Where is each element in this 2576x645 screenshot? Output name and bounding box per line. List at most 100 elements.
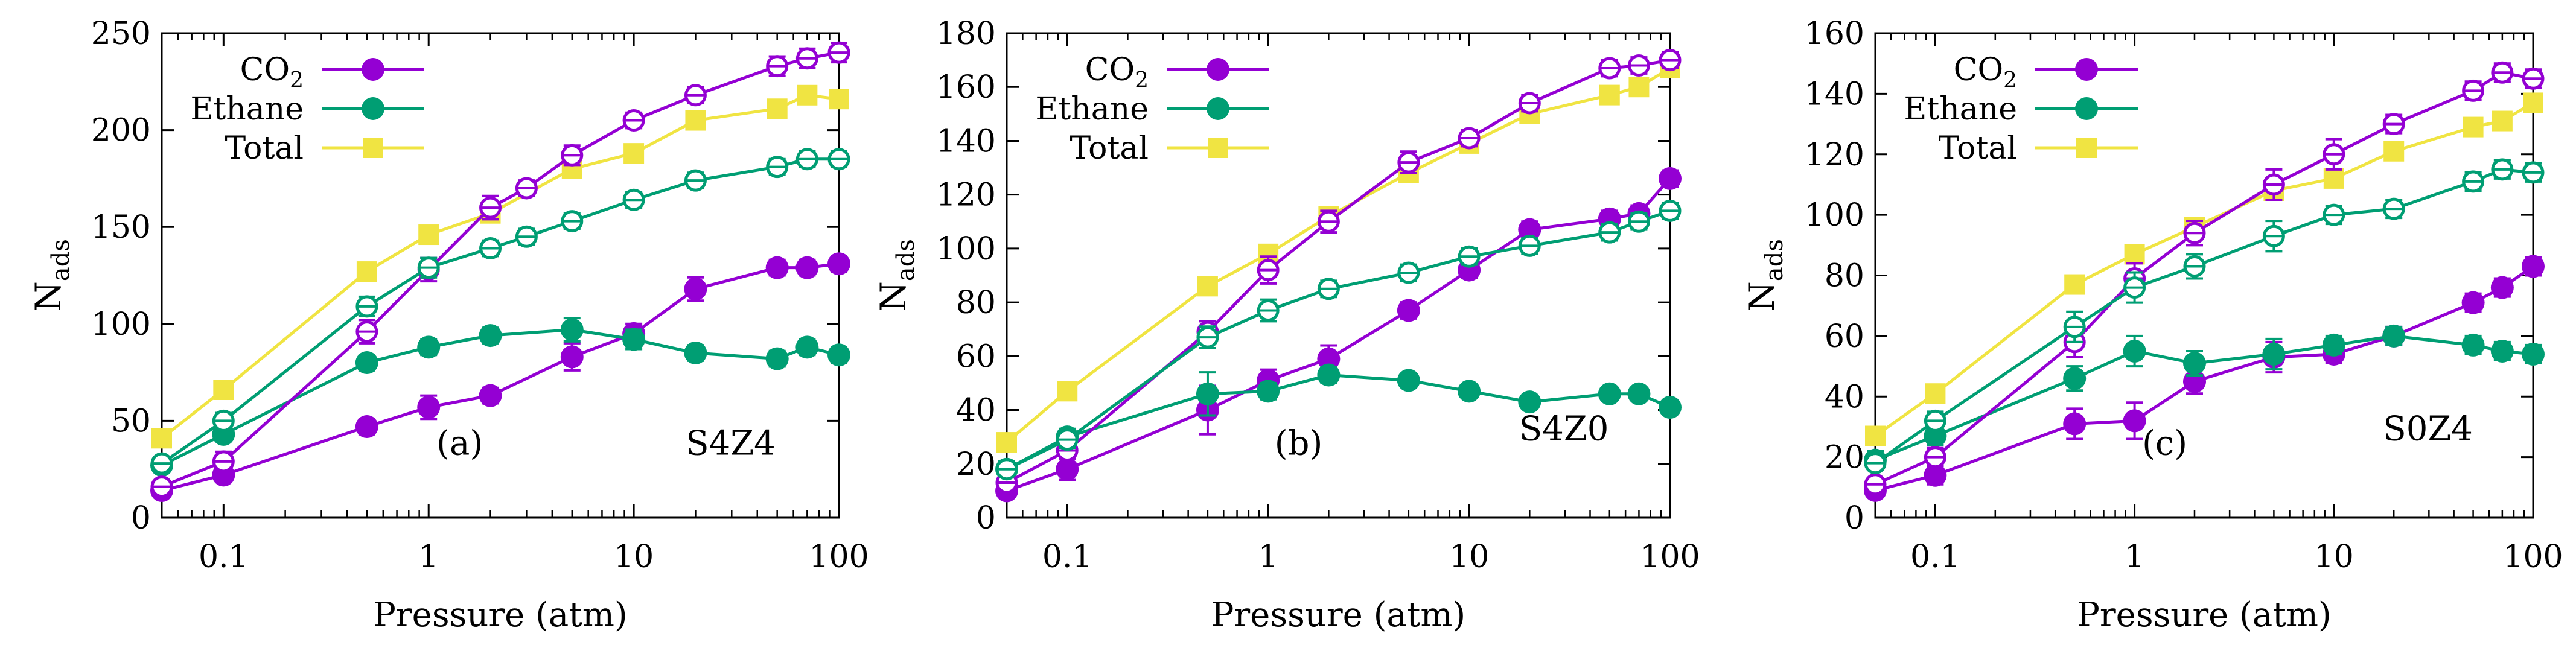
data-point-2 xyxy=(1196,382,1219,405)
data-point-8 xyxy=(684,277,707,300)
y-axis-label: Nads xyxy=(1741,239,1788,312)
y-tick-label: 0 xyxy=(131,500,151,536)
y-tick-label: 0 xyxy=(976,500,996,536)
y-tick-label: 120 xyxy=(936,177,996,214)
legend-marker xyxy=(1207,58,1229,81)
y-axis-label: Nads xyxy=(28,239,75,312)
data-point-0 xyxy=(151,428,172,449)
data-point-3 xyxy=(1257,380,1280,403)
x-tick-label: 100 xyxy=(809,539,869,575)
y-axis-label-main: N xyxy=(873,281,914,312)
y-tick-label: 160 xyxy=(936,69,996,106)
x-tick-label: 1 xyxy=(419,539,439,575)
legend-marker xyxy=(363,138,383,158)
legend-label-main: CO xyxy=(240,52,290,88)
legend-marker xyxy=(2075,97,2098,120)
chart-panel-1: 0 50 100 150 200 250 0.1 1 10 100 Pressure (atm) Na… xyxy=(28,16,869,635)
data-point-4 xyxy=(479,384,502,407)
data-point-4 xyxy=(1317,347,1341,370)
data-point-6 xyxy=(2323,168,2344,189)
x-tick-label: 0.1 xyxy=(1910,539,1960,575)
y-tick-label: 100 xyxy=(91,307,151,343)
panel-label: (b) xyxy=(1275,424,1323,463)
x-tick-label: 10 xyxy=(614,539,654,575)
data-point-10 xyxy=(795,335,819,359)
y-tick-label: 60 xyxy=(956,338,996,375)
data-point-2 xyxy=(2064,274,2085,295)
data-point-8 xyxy=(685,110,706,131)
x-tick-label: 100 xyxy=(2503,539,2563,575)
legend-label-main: Ethane xyxy=(190,91,304,127)
x-tick-label: 0.1 xyxy=(199,539,249,575)
data-point-4 xyxy=(1317,363,1341,387)
legend-marker xyxy=(2075,58,2098,81)
y-tick-label: 50 xyxy=(111,403,151,439)
data-point-8 xyxy=(2463,116,2484,138)
legend-label-main: Ethane xyxy=(1035,91,1149,127)
data-point-10 xyxy=(1659,396,1682,419)
legend-label-subscript: 2 xyxy=(1135,68,1149,93)
data-point-7 xyxy=(623,143,645,164)
data-point-8 xyxy=(2461,291,2485,314)
legend-label-total: Total xyxy=(225,130,304,167)
data-point-3 xyxy=(417,335,441,359)
data-point-6 xyxy=(560,345,584,369)
y-tick-label: 160 xyxy=(1805,16,1864,52)
data-point-6 xyxy=(1458,380,1481,403)
legend-marker xyxy=(1208,138,1228,158)
y-tick-label: 250 xyxy=(91,16,151,52)
legend-label-co2: CO2 xyxy=(240,52,304,93)
data-point-2 xyxy=(355,351,378,375)
data-point-9 xyxy=(1628,77,1650,98)
legend-label-main: CO xyxy=(1954,52,2003,88)
data-point-2 xyxy=(1197,276,1218,297)
legend-marker xyxy=(1207,97,1229,120)
data-point-3 xyxy=(418,224,439,246)
data-point-10 xyxy=(2523,92,2543,113)
data-point-7 xyxy=(1518,390,1541,414)
panel-label: (c) xyxy=(2142,424,2187,463)
system-label: S0Z4 xyxy=(2383,410,2473,449)
data-point-9 xyxy=(2490,276,2514,299)
y-tick-label: 40 xyxy=(1825,379,1864,415)
legend-label-main: Total xyxy=(225,130,304,167)
data-point-11 xyxy=(829,89,849,110)
legend-label-ethane: Ethane xyxy=(1035,91,1149,127)
legend-label-ethane: Ethane xyxy=(190,91,304,127)
legend-marker xyxy=(2076,138,2097,158)
plot-frame xyxy=(161,32,840,519)
system-label: S4Z0 xyxy=(1519,410,1609,449)
data-point-1 xyxy=(1056,457,1079,481)
data-point-9 xyxy=(767,98,788,119)
data-point-5 xyxy=(1397,369,1420,392)
data-point-9 xyxy=(2490,339,2514,363)
data-point-2 xyxy=(355,415,378,439)
plot-frame xyxy=(1006,32,1671,519)
y-tick-label: 80 xyxy=(1825,258,1864,294)
series-ethane-mixture xyxy=(995,363,1682,481)
data-point-9 xyxy=(765,347,789,370)
legend-label-ethane: Ethane xyxy=(1904,91,2017,127)
x-axis-label: Pressure (atm) xyxy=(1211,596,1466,635)
y-tick-label: 180 xyxy=(936,16,996,52)
data-point-5 xyxy=(1397,299,1420,322)
data-point-11 xyxy=(827,252,850,276)
x-tick-label: 1 xyxy=(2125,539,2144,575)
data-point-6 xyxy=(560,318,584,342)
series-ethane-mixture xyxy=(1864,324,2545,472)
data-point-2 xyxy=(2063,367,2087,390)
y-tick-label: 80 xyxy=(956,285,996,321)
data-point-3 xyxy=(2123,339,2146,363)
x-axis-label: Pressure (atm) xyxy=(2077,596,2332,635)
data-point-0 xyxy=(1865,425,1886,446)
data-point-1 xyxy=(1925,383,1946,404)
series-ethane-pure xyxy=(150,148,850,475)
legend-label-co2: CO2 xyxy=(1085,52,1149,93)
legend-label-main: Ethane xyxy=(1904,91,2017,127)
data-point-5 xyxy=(2262,342,2286,366)
data-point-9 xyxy=(1627,382,1651,405)
data-point-8 xyxy=(1599,84,1620,106)
data-point-1 xyxy=(1057,381,1078,402)
y-tick-label: 40 xyxy=(956,393,996,429)
